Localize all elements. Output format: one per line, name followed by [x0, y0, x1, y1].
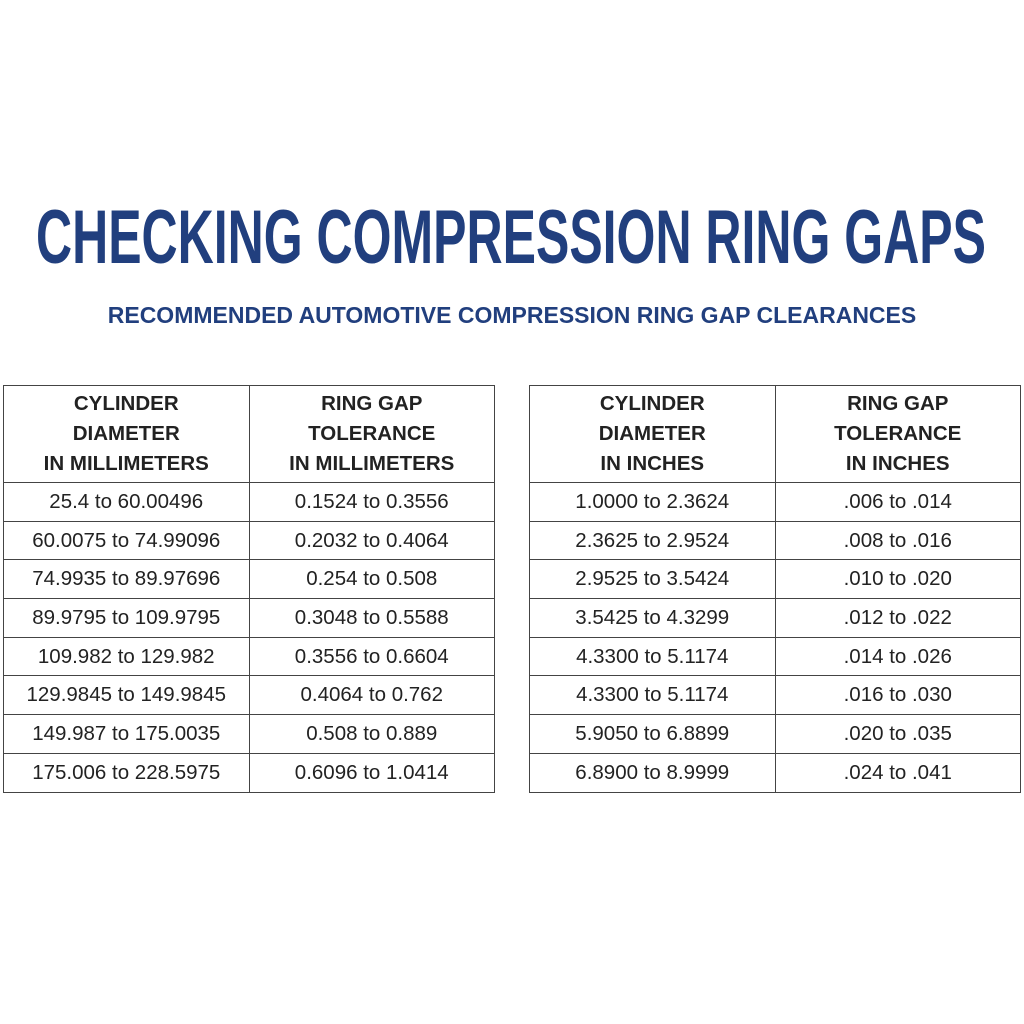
table-row: 89.9795 to 109.9795 0.3048 to 0.5588	[3, 598, 495, 638]
ring-gap-tolerance-cell: .012 to .022	[774, 598, 1021, 638]
table-row: 175.006 to 228.5975 0.6096 to 1.0414	[3, 752, 495, 793]
cylinder-diameter-cell: 1.0000 to 2.3624	[529, 482, 776, 522]
table-row: 109.982 to 129.982 0.3556 to 0.6604	[3, 636, 495, 677]
column-header-line: CYLINDER	[599, 392, 705, 415]
cylinder-diameter-cell: 149.987 to 175.0035	[3, 714, 250, 754]
ring-gap-tolerance-cell: .008 to .016	[774, 520, 1021, 561]
column-header-line: TOLERANCE	[834, 422, 962, 445]
table-row: 25.4 to 60.00496 0.1524 to 0.3556	[3, 482, 495, 522]
cylinder-diameter-cell: 129.9845 to 149.9845	[3, 675, 250, 716]
cylinder-diameter-cell: 2.3625 to 2.9524	[529, 520, 776, 561]
header-row: CYLINDER DIAMETER IN MILLIMETERS RING GAP TO…	[3, 385, 495, 483]
cylinder-diameter-cell: 4.3300 to 5.1174	[529, 636, 776, 677]
ring-gap-tolerance-cell: .024 to .041	[774, 752, 1021, 793]
column-header: RING GAP TOLERANCE IN MILLIMETERS	[248, 385, 495, 483]
ring-gap-tolerance-cell: .010 to .020	[774, 559, 1021, 600]
column-header-line: CYLINDER	[73, 392, 179, 415]
column-header: RING GAP TOLERANCE IN INCHES	[774, 385, 1021, 483]
column-header-line: DIAMETER	[72, 422, 180, 445]
table-row: 2.3625 to 2.9524.008 to .016	[529, 520, 1021, 561]
ring-gap-tolerance-cell: 0.4064 to 0.762	[248, 675, 495, 716]
cylinder-diameter-cell: 175.006 to 228.5975	[3, 752, 250, 793]
table-row: 3.5425 to 4.3299.012 to .022	[529, 598, 1021, 638]
table-row: 6.8900 to 8.9999.024 to .041	[529, 752, 1021, 793]
cylinder-diameter-cell: 4.3300 to 5.1174	[529, 675, 776, 716]
ring-gap-tolerance-cell: 0.2032 to 0.4064	[248, 520, 495, 561]
cylinder-diameter-cell: 5.9050 to 6.8899	[529, 714, 776, 754]
ring-gap-tolerance-cell: 0.508 to 0.889	[248, 714, 495, 754]
ring-gap-tolerance-cell: .014 to .026	[774, 636, 1021, 677]
table-row: 4.3300 to 5.1174.016 to .030	[529, 675, 1021, 716]
column-header-line: RING GAP	[847, 392, 949, 415]
column-header: CYLINDER DIAMETER IN MILLIMETERS	[3, 385, 250, 483]
ring-gap-tolerance-cell: 0.254 to 0.508	[248, 559, 495, 600]
table-row: 74.9935 to 89.97696 0.254 to 0.508	[3, 559, 495, 600]
table-row: 129.9845 to 149.9845 0.4064 to 0.762	[3, 675, 495, 716]
column-header-line: IN MILLIMETERS	[289, 452, 455, 475]
cylinder-diameter-cell: 109.982 to 129.982	[3, 636, 250, 677]
column-header-line: IN INCHES	[845, 452, 950, 475]
table-row: 1.0000 to 2.3624.006 to .014	[529, 482, 1021, 522]
ring-gap-tolerance-cell: 0.6096 to 1.0414	[248, 752, 495, 793]
page-title: CHECKING COMPRESSION RING GAPS	[36, 200, 986, 270]
ring-gap-tolerance-cell: .016 to .030	[774, 675, 1021, 716]
ring-gap-tolerance-cell: 0.3048 to 0.5588	[248, 598, 495, 638]
column-header-line: RING GAP	[321, 392, 423, 415]
column-header-line: TOLERANCE	[308, 422, 436, 445]
column-header: CYLINDER DIAMETER IN INCHES	[529, 385, 776, 483]
cylinder-diameter-cell: 60.0075 to 74.99096	[3, 520, 250, 561]
cylinder-diameter-cell: 25.4 to 60.00496	[3, 482, 250, 522]
cylinder-diameter-cell: 74.9935 to 89.97696	[3, 559, 250, 600]
table-row: 2.9525 to 3.5424.010 to .020	[529, 559, 1021, 600]
cylinder-diameter-cell: 3.5425 to 4.3299	[529, 598, 776, 638]
ring-gap-tolerance-cell: 0.3556 to 0.6604	[248, 636, 495, 677]
page-title-text: CHECKING COMPRESSION RING GAPS	[36, 200, 986, 270]
table-row: 149.987 to 175.0035 0.508 to 0.889	[3, 714, 495, 754]
ring-gap-tolerance-cell: 0.1524 to 0.3556	[248, 482, 495, 522]
table-row: 60.0075 to 74.99096 0.2032 to 0.4064	[3, 520, 495, 561]
column-header-line: DIAMETER	[598, 422, 706, 445]
cylinder-diameter-cell: 6.8900 to 8.9999	[529, 752, 776, 793]
ring-gap-tolerance-cell: .006 to .014	[774, 482, 1021, 522]
metric-table: CYLINDER DIAMETER IN MILLIMETERS RING GAP TO…	[3, 385, 495, 793]
cylinder-diameter-cell: 2.9525 to 3.5424	[529, 559, 776, 600]
table-row: 5.9050 to 6.8899.020 to .035	[529, 714, 1021, 754]
column-header-line: IN MILLIMETERS	[43, 452, 209, 475]
table-row: 4.3300 to 5.1174.014 to .026	[529, 636, 1021, 677]
page-subtitle: RECOMMENDED AUTOMOTIVE COMPRESSION RING …	[107, 302, 917, 328]
header-row: CYLINDER DIAMETER IN INCHES RING GAP TOLERAN…	[529, 385, 1021, 483]
ring-gap-tolerance-cell: .020 to .035	[774, 714, 1021, 754]
cylinder-diameter-cell: 89.9795 to 109.9795	[3, 598, 250, 638]
page-title-graphic: CHECKING COMPRESSION RING GAPS	[36, 200, 986, 270]
column-header-line: IN INCHES	[600, 452, 705, 475]
inch-table: CYLINDER DIAMETER IN INCHES RING GAP TOLERAN…	[529, 385, 1021, 793]
